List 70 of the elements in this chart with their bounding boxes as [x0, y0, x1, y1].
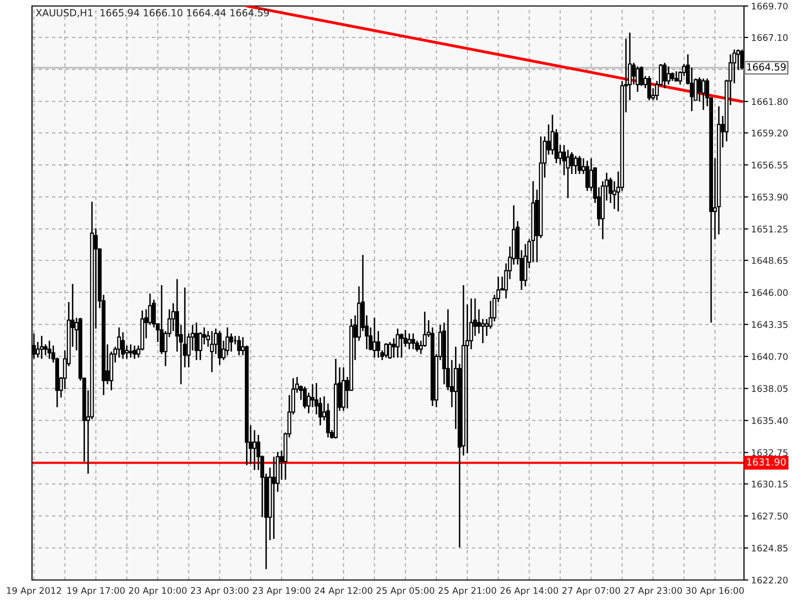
x-tick-label: 25 Apr 21:00: [438, 587, 496, 596]
y-tick-label: 1653.90: [752, 194, 788, 200]
candlestick: [392, 338, 396, 358]
candlestick: [376, 330, 380, 358]
x-tick-label: 23 Apr 19:00: [252, 587, 310, 596]
candlestick: [662, 62, 667, 89]
candlestick: [396, 328, 400, 358]
candlestick: [117, 326, 121, 358]
candlestick: [578, 155, 582, 175]
candlestick: [229, 332, 234, 352]
x-tick-label: 27 Apr 07:00: [562, 587, 620, 596]
candlestick: [132, 344, 136, 360]
x-tick-label: 23 Apr 03:00: [190, 587, 249, 596]
candlestick: [566, 149, 570, 199]
candlestick: [480, 318, 485, 344]
ref-line-label: 1664.59: [747, 63, 786, 71]
candlestick: [48, 340, 52, 360]
candlestick: [194, 322, 198, 361]
x-tick-label: 30 Apr 16:00: [686, 587, 744, 596]
chart-title: XAUUSD,H1 1665.94 1666.10 1664.44 1664.59: [36, 9, 269, 18]
candlestick: [226, 326, 230, 356]
y-tick-label: 1622.20: [752, 576, 788, 584]
y-tick-label: 1648.65: [752, 257, 788, 264]
candlestick: [302, 386, 307, 410]
candlestick: [128, 344, 133, 358]
x-tick-label: 26 Apr 14:00: [500, 587, 558, 596]
candlestick: [574, 155, 578, 175]
candlestick: [407, 332, 412, 350]
y-tick-label: 1640.70: [752, 353, 788, 360]
y-tick-label: 1624.85: [752, 544, 788, 552]
y-tick-label: 1635.40: [752, 417, 788, 424]
x-tick-label: 20 Apr 10:00: [128, 587, 187, 596]
candlestick: [585, 160, 590, 192]
candlestick: [647, 75, 652, 101]
candlestick: [400, 332, 404, 358]
candlestick: [372, 317, 376, 358]
candlestick: [198, 332, 202, 361]
candlestick: [701, 78, 706, 111]
candlestick: [272, 456, 276, 540]
y-tick-label: 1667.10: [752, 34, 788, 41]
candlestick: [237, 335, 241, 356]
y-tick-label: 1627.50: [752, 512, 788, 520]
x-tick-label: 19 Apr 2012: [7, 587, 61, 596]
candlestick: [484, 318, 489, 337]
y-tick-label: 1661.80: [752, 98, 788, 106]
candlestick: [666, 66, 670, 86]
candlestick: [252, 429, 256, 471]
candlestick: [388, 341, 392, 360]
y-tick-label: 1632.75: [752, 449, 788, 456]
y-tick-label: 1643.35: [752, 321, 788, 328]
y-tick-label: 1638.05: [752, 385, 788, 392]
y-tick-label: 1669.70: [752, 2, 788, 10]
x-tick-label: 24 Apr 12:00: [314, 587, 372, 596]
candlestick: [384, 342, 388, 358]
y-tick-label: 1656.55: [752, 162, 788, 168]
candlestick: [674, 70, 678, 82]
y-tick-label: 1659.20: [752, 130, 788, 136]
candlestick: [636, 66, 640, 92]
y-tick-label: 1630.15: [752, 480, 788, 488]
x-tick-label: 25 Apr 05:00: [376, 587, 434, 596]
y-tick-label: 1646.00: [752, 289, 788, 296]
x-tick-label: 19 Apr 17:00: [67, 587, 125, 596]
candlestick: [121, 332, 125, 360]
candlestick: [210, 330, 214, 373]
candlestick: [411, 332, 416, 350]
x-tick-label: 27 Apr 23:00: [624, 587, 682, 596]
candlestick: [44, 344, 48, 356]
candlestick: [40, 335, 44, 360]
ref-line-label: 1631.90: [747, 458, 786, 466]
y-tick-label: 1651.25: [752, 226, 788, 233]
